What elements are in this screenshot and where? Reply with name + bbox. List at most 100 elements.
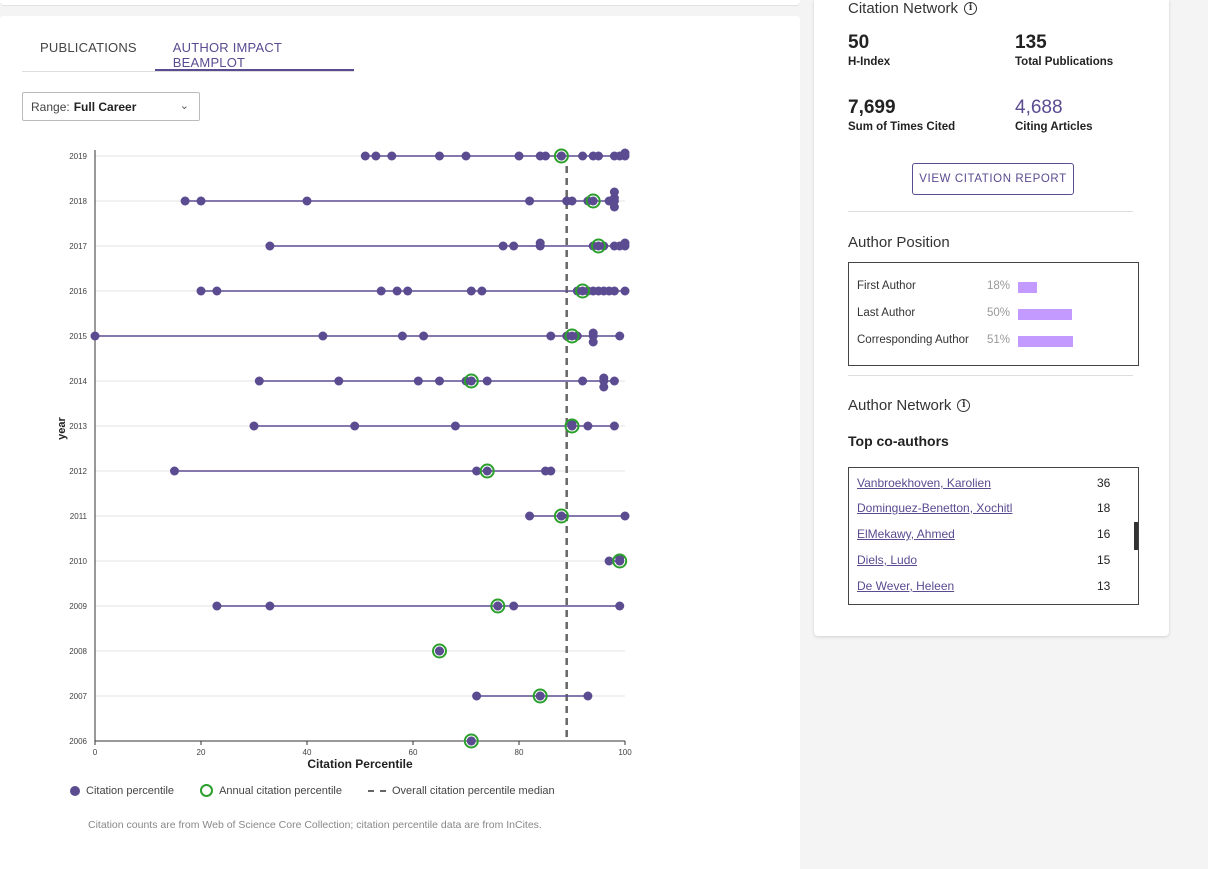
citation-point: [387, 151, 397, 161]
citation-point: [620, 511, 630, 521]
annual-percentile-ring: [591, 238, 606, 254]
position-label-first: First Author: [857, 280, 916, 292]
range-value: Full Career: [73, 99, 137, 114]
divider: [848, 211, 1133, 212]
citation-point: [196, 196, 206, 206]
annual-percentile-point: [466, 736, 476, 746]
citation-point: [615, 601, 625, 611]
co-author-link[interactable]: Dominguez-Benetton, Xochitl: [857, 501, 1013, 515]
citation-point: [450, 421, 460, 431]
x-tick-label: 0: [93, 748, 98, 757]
x-tick-label: 100: [618, 748, 632, 757]
position-pct-corresponding: 51%: [987, 334, 1011, 346]
co-author-count: 13: [1097, 579, 1111, 593]
annual-percentile-point: [594, 241, 603, 251]
legend-citation-dot-icon: [70, 785, 80, 796]
co-author-link[interactable]: Vanbroekhoven, Karolien: [857, 476, 991, 490]
citation-point: [509, 601, 519, 611]
co-author-scrollbar[interactable]: [1134, 522, 1138, 550]
citation-point: [599, 382, 609, 392]
citation-point: [588, 328, 598, 338]
citation-point: [477, 286, 487, 296]
annual-percentile-ring: [612, 553, 628, 569]
h-index-label: H-Index: [848, 56, 891, 68]
x-axis-label: Citation Percentile: [307, 757, 413, 770]
h-index-value: 50: [848, 32, 870, 53]
legend-annual-ring-icon: [200, 784, 214, 797]
co-author-count: 16: [1097, 527, 1111, 541]
y-tick-label: 2016: [69, 287, 87, 296]
citation-point: [525, 511, 535, 521]
annual-percentile-point: [567, 331, 577, 341]
y-tick-label: 2013: [69, 422, 87, 431]
metrics-panel: Citation Network i 50 H-Index 135 Total …: [814, 0, 1169, 636]
citation-point: [472, 466, 482, 476]
citation-point: [609, 286, 619, 296]
x-tick-label: 20: [197, 748, 206, 757]
y-tick-label: 2009: [69, 602, 87, 611]
citation-point: [583, 421, 593, 431]
annual-percentile-point: [493, 601, 503, 611]
info-icon[interactable]: i: [957, 399, 971, 412]
citation-point: [535, 238, 545, 248]
annual-percentile-ring: [564, 328, 580, 344]
position-pct-last: 50%: [987, 307, 1011, 319]
view-citation-report-button[interactable]: VIEW CITATION REPORT: [912, 163, 1074, 195]
co-author-list: Vanbroekhoven, Karolien 36 Dominguez-Ben…: [848, 467, 1139, 605]
citation-point: [170, 466, 179, 476]
citation-point: [482, 376, 492, 386]
citation-point: [90, 331, 100, 341]
citation-point: [350, 421, 360, 431]
citation-point: [609, 187, 619, 197]
y-tick-label: 2011: [70, 512, 88, 521]
citation-point: [514, 151, 524, 161]
citation-point: [212, 601, 222, 611]
metric-total-publications: 135 Total Publications: [1015, 32, 1113, 68]
position-label-corresponding: Corresponding Author: [857, 334, 969, 346]
citation-point: [498, 241, 508, 251]
co-author-row: Dominguez-Benetton, Xochitl 18: [857, 501, 1117, 515]
citation-point: [371, 151, 381, 161]
y-tick-label: 2014: [69, 377, 87, 386]
annual-percentile-ring: [490, 598, 506, 614]
co-author-count: 15: [1097, 553, 1111, 567]
author-position-title: Author Position: [848, 234, 950, 251]
citation-network-title-text: Citation Network: [848, 0, 959, 17]
range-select[interactable]: Range: Full Career ⌄: [22, 92, 200, 121]
co-author-row: Vanbroekhoven, Karolien 36: [857, 476, 1117, 490]
co-author-link[interactable]: De Wever, Heleen: [857, 579, 955, 593]
y-tick-label: 2008: [69, 647, 87, 656]
tab-author-impact-beamplot[interactable]: AUTHOR IMPACT BEAMPLOT: [154, 36, 354, 71]
y-tick-label: 2018: [69, 197, 87, 206]
citation-point: [594, 151, 603, 161]
tab-publications[interactable]: PUBLICATIONS: [40, 40, 137, 55]
citation-point: [620, 286, 630, 296]
citation-point: [578, 376, 588, 386]
y-tick-label: 2007: [69, 692, 87, 701]
tab-bar: PUBLICATIONS AUTHOR IMPACT BEAMPLOT: [22, 36, 354, 72]
author-network-title: Author Network i: [848, 397, 971, 414]
citation-point: [620, 238, 630, 248]
citation-point: [615, 331, 625, 341]
y-tick-label: 2017: [69, 242, 87, 251]
citation-point: [546, 466, 556, 476]
legend-citation-label: Citation percentile: [86, 784, 175, 797]
citation-point: [567, 196, 577, 206]
annual-percentile-ring: [463, 373, 479, 389]
position-bar-last: [1018, 309, 1072, 320]
citation-point: [397, 331, 407, 341]
citation-point: [472, 691, 482, 701]
citation-point: [403, 286, 413, 296]
co-author-link[interactable]: Diels, Ludo: [857, 553, 918, 567]
citing-articles-value[interactable]: 4,688: [1015, 97, 1063, 118]
metric-citing-articles[interactable]: 4,688 Citing Articles: [1015, 97, 1093, 133]
y-tick-label: 2012: [69, 467, 87, 476]
footnote: Citation counts are from Web of Science …: [88, 819, 542, 831]
info-icon[interactable]: i: [964, 2, 978, 15]
co-author-link[interactable]: ElMekawy, Ahmed: [857, 527, 955, 541]
citation-point: [546, 331, 556, 341]
annual-percentile-ring: [553, 508, 569, 524]
citing-articles-label: Citing Articles: [1015, 121, 1093, 133]
annual-percentile-ring: [553, 148, 569, 164]
citation-point: [254, 376, 264, 386]
